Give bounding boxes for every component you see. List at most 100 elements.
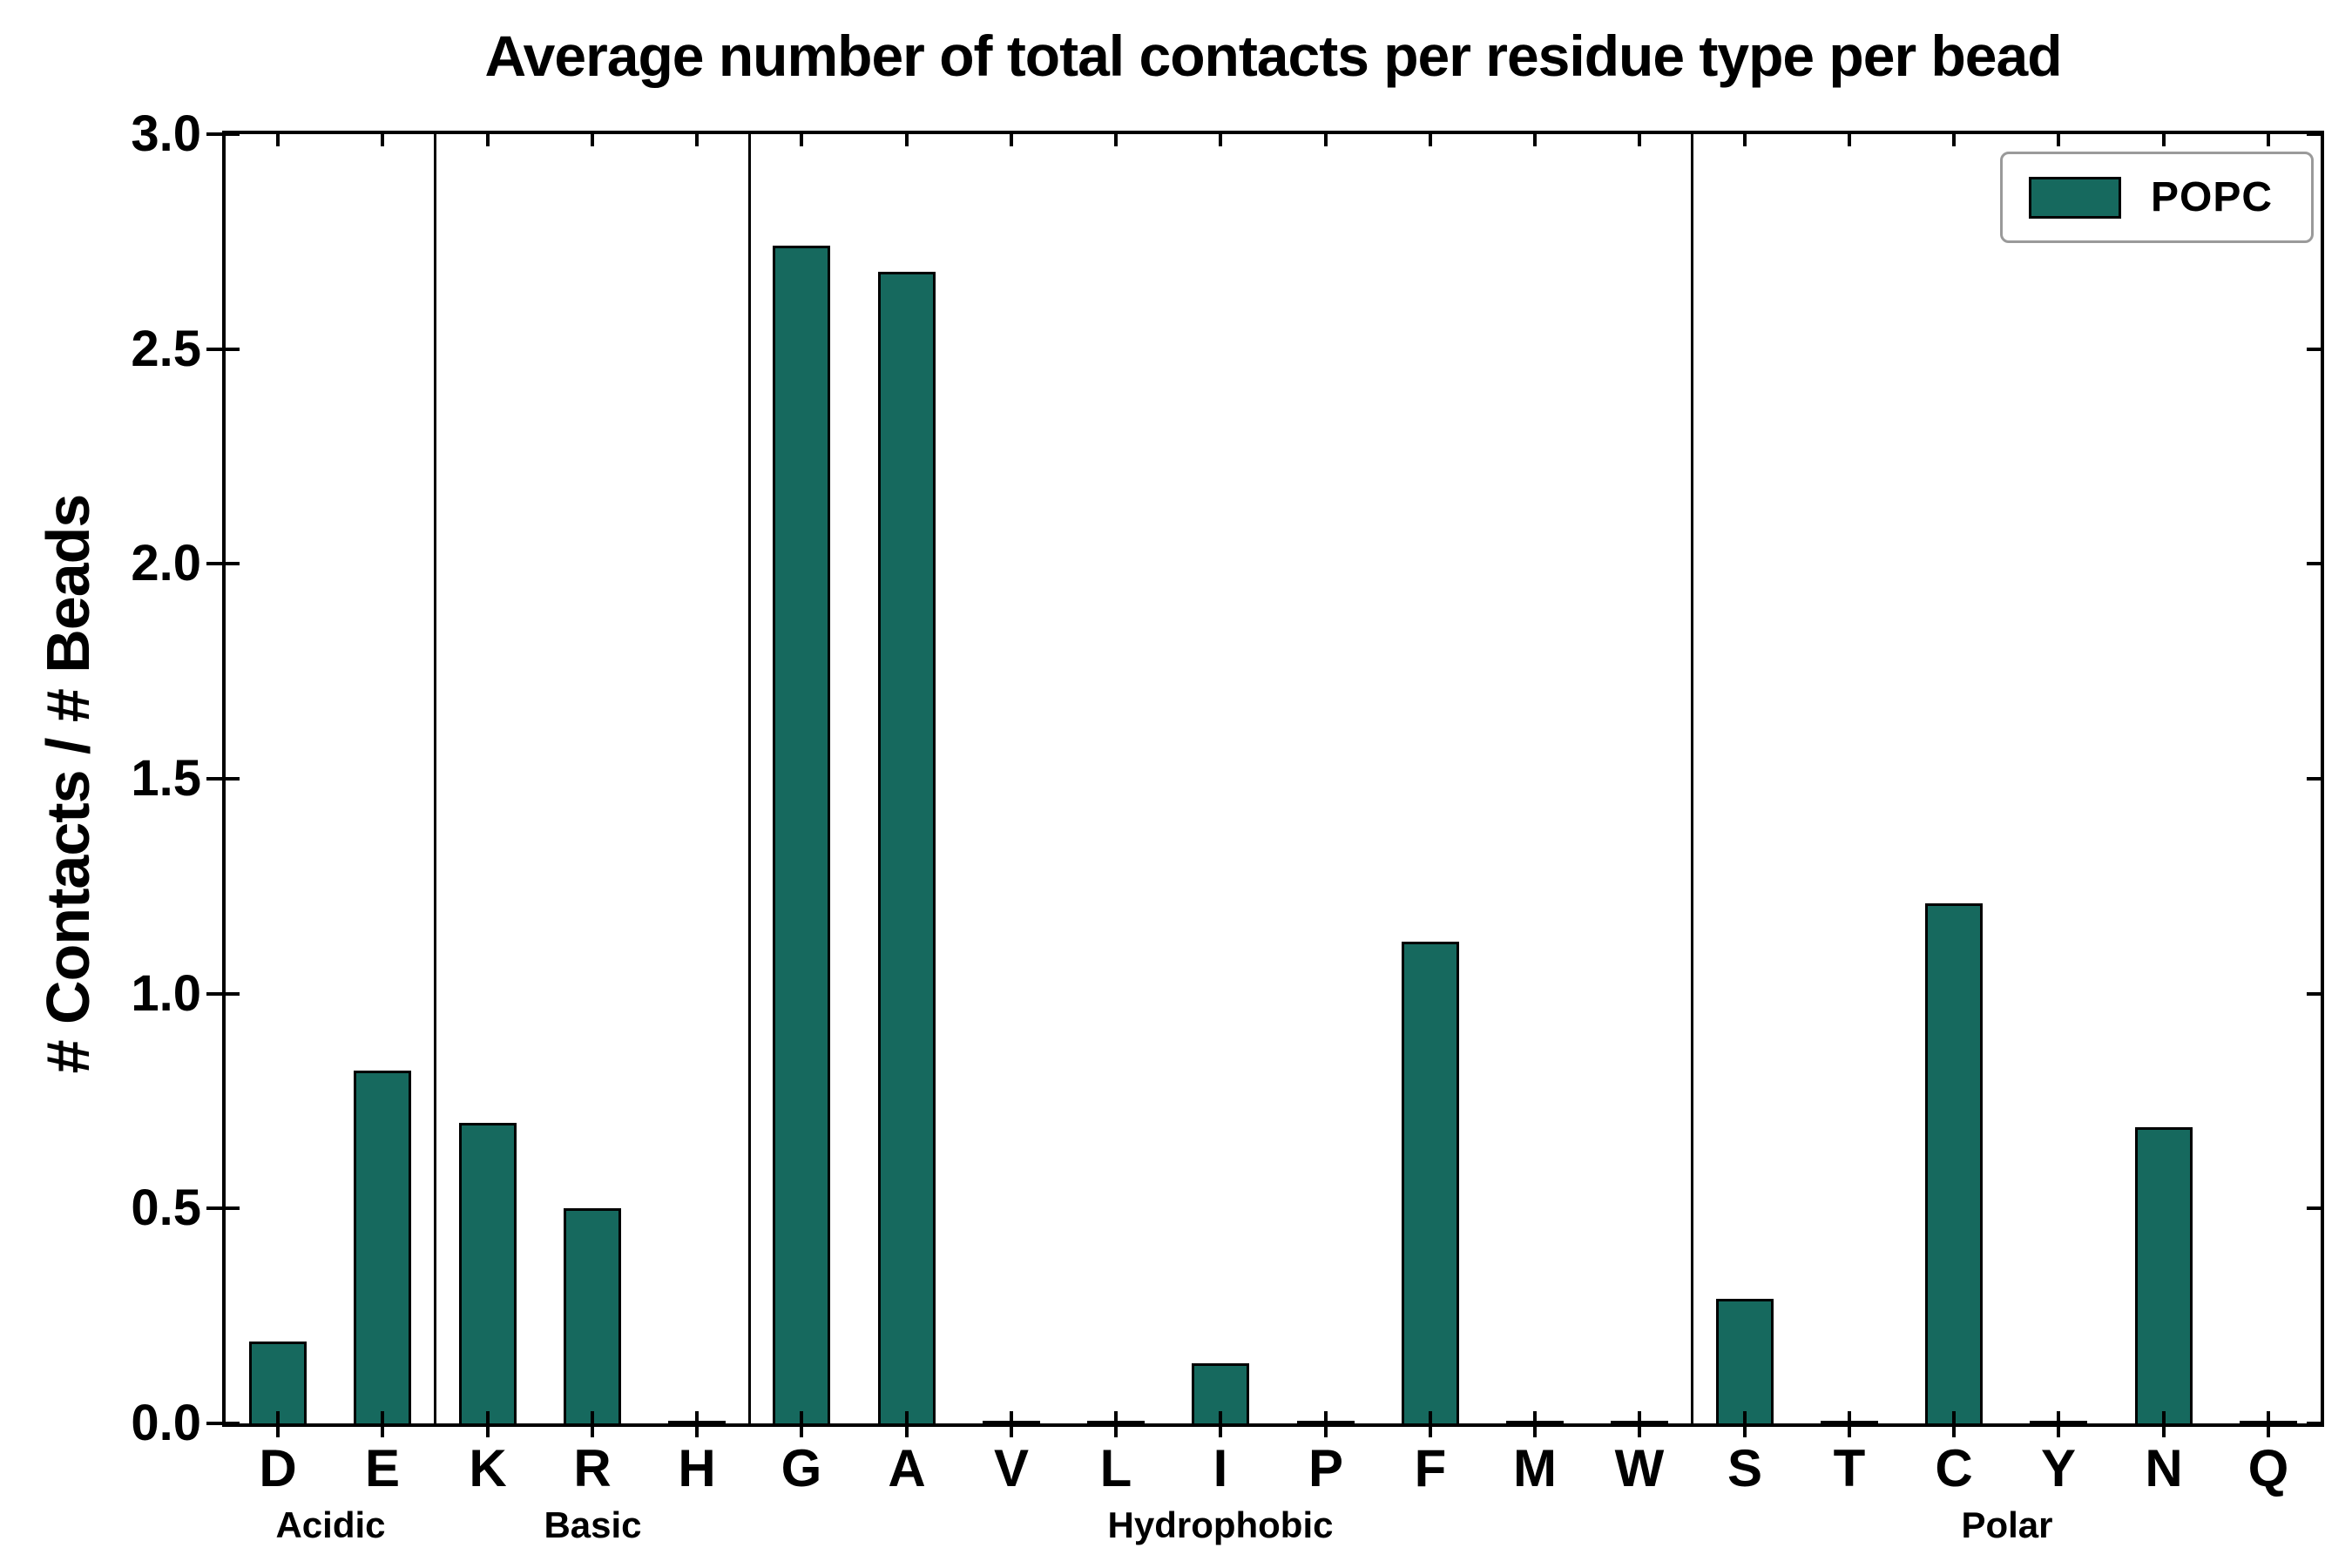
y-tick-label: 1.5 [131,750,201,807]
group-label-polar: Polar [1961,1504,2053,1545]
y-tick-label: 1.0 [131,965,201,1022]
x-tick-mark-bottom-outer [276,1423,280,1437]
x-category-label-Y: Y [2040,1439,2077,1497]
x-category-label-I: I [1213,1439,1228,1497]
x-category-label-K: K [469,1439,507,1497]
bar-E [354,1071,411,1423]
x-category-label-V: V [993,1439,1030,1497]
bar-C [1925,903,1983,1423]
x-category-label-M: M [1513,1439,1557,1497]
x-category-label-T: T [1833,1439,1866,1497]
group-separator [1691,134,1693,1423]
x-tick-mark-bottom-inner [695,1411,699,1423]
x-tick-mark-bottom-inner [2057,1411,2060,1423]
x-tick-mark-bottom-inner [1219,1411,1222,1423]
x-category-label-N: N [2145,1439,2183,1497]
y-tick-mark-left-inner [226,132,240,136]
x-tick-mark-top [486,134,490,146]
x-tick-mark-top [1743,134,1747,146]
x-tick-mark-bottom-inner [1638,1411,1641,1423]
x-tick-mark-bottom-inner [276,1411,280,1423]
x-tick-mark-top [591,134,594,146]
x-tick-mark-top [1848,134,1851,146]
x-tick-mark-bottom-outer [2162,1423,2166,1437]
x-tick-mark-bottom-inner [1952,1411,1956,1423]
x-tick-mark-bottom-outer [1533,1423,1537,1437]
x-category-label-A: A [888,1439,926,1497]
x-tick-mark-bottom-inner [1114,1411,1118,1423]
x-tick-mark-bottom-outer [486,1423,490,1437]
group-label-basic: Basic [544,1504,642,1545]
x-tick-mark-top [2162,134,2166,146]
x-tick-mark-bottom-outer [591,1423,594,1437]
x-tick-mark-bottom-outer [1952,1423,1956,1437]
plot-area: POPC 0.0 0.5 1.0 1.5 2.0 2.5 3.0 D E Acidic K R H Bas… [131,109,2324,1544]
x-category-label-P: P [1308,1439,1344,1497]
x-tick-mark-top [800,134,803,146]
x-category-label-C: C [1935,1439,1973,1497]
y-tick-mark-left [206,777,226,781]
legend-label: POPC [2150,174,2273,220]
group-label-acidic: Acidic [275,1504,386,1545]
x-tick-mark-bottom-outer [800,1423,803,1437]
x-tick-mark-top [1429,134,1432,146]
y-tick-mark-right-inner [2307,777,2321,781]
y-tick-mark-left [206,1206,226,1210]
legend: POPC [1999,152,2314,243]
x-category-label-F: F [1414,1439,1447,1497]
x-category-label-L: L [1099,1439,1132,1497]
x-tick-mark-bottom-outer [2057,1423,2060,1437]
y-tick-mark-left-inner [226,777,240,781]
y-tick-mark-right-inner [2307,132,2321,136]
x-tick-mark-top [276,134,280,146]
x-tick-mark-bottom-inner [800,1411,803,1423]
x-tick-mark-bottom-outer [1638,1423,1641,1437]
x-category-label-Q: Q [2247,1439,2289,1497]
x-category-label-R: R [573,1439,612,1497]
x-tick-mark-bottom-outer [381,1423,384,1437]
x-tick-mark-top [2057,134,2060,146]
x-tick-mark-bottom-outer [695,1423,699,1437]
bar-D [249,1342,307,1423]
y-tick-mark-right-inner [2307,562,2321,565]
x-tick-mark-bottom-outer [1743,1423,1747,1437]
x-tick-mark-bottom-outer [1848,1423,1851,1437]
bar-R [564,1208,621,1423]
x-category-label-S: S [1727,1439,1763,1497]
x-tick-mark-bottom-inner [2267,1411,2270,1423]
y-tick-mark-right-inner [2307,1206,2321,1210]
y-tick-label: 2.0 [131,535,201,591]
x-tick-mark-top [1952,134,1956,146]
x-tick-mark-bottom-inner [1429,1411,1432,1423]
y-tick-mark-left-inner [226,992,240,996]
x-tick-mark-bottom-inner [591,1411,594,1423]
y-tick-mark-left [206,562,226,565]
x-tick-mark-top [695,134,699,146]
x-tick-mark-top [2267,134,2270,146]
bar-G [773,246,830,1423]
x-tick-mark-bottom-outer [1219,1423,1222,1437]
x-category-label-E: E [364,1439,401,1497]
x-category-label-G: G [781,1439,822,1497]
chart-title: Average number of total contacts per res… [484,24,2062,88]
x-tick-mark-bottom-inner [381,1411,384,1423]
x-tick-mark-bottom-outer [1010,1423,1013,1437]
x-tick-mark-top [1638,134,1641,146]
y-tick-mark-right-inner [2307,1422,2321,1425]
y-tick-label: 0.5 [131,1179,201,1236]
x-tick-mark-top [381,134,384,146]
y-tick-mark-left [206,1422,226,1425]
y-tick-mark-left [206,132,226,136]
x-tick-mark-bottom-inner [1848,1411,1851,1423]
group-separator [748,134,751,1423]
x-tick-mark-bottom-outer [1114,1423,1118,1437]
y-tick-mark-left-inner [226,348,240,351]
x-category-label-D: D [259,1439,297,1497]
x-tick-mark-bottom-outer [1324,1423,1328,1437]
bar-N [2135,1127,2193,1423]
x-tick-mark-bottom-outer [2267,1423,2270,1437]
x-tick-mark-bottom-inner [1324,1411,1328,1423]
y-tick-mark-left-inner [226,1422,240,1425]
group-label-hydrophobic: Hydrophobic [1107,1504,1334,1545]
